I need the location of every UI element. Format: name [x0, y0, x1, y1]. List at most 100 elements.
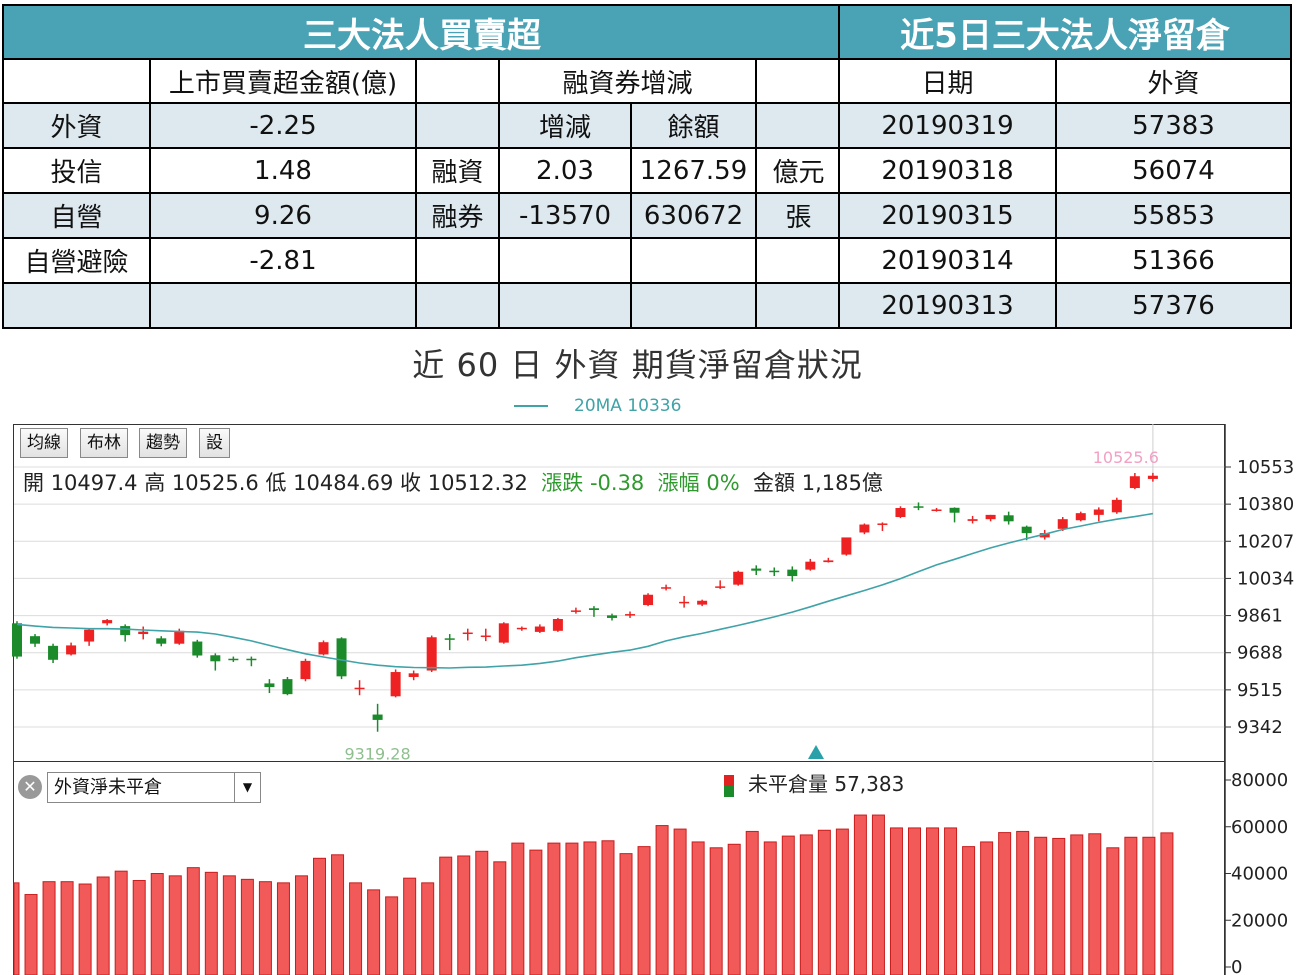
volume-bar — [367, 889, 381, 975]
candle-body — [444, 638, 455, 640]
candle-body — [336, 638, 347, 677]
pct-value: 0% — [706, 471, 740, 495]
volume-bar — [799, 834, 813, 975]
candle-body — [787, 569, 798, 577]
margin-change: 2.03 — [498, 147, 632, 194]
volume-bar — [421, 882, 435, 975]
candle-body — [390, 672, 401, 697]
volume-legend-swatch — [724, 774, 734, 797]
volume-bar — [1070, 834, 1084, 975]
header-margin: 融資券增減 — [498, 58, 757, 104]
row-name: 投信 — [2, 147, 151, 194]
candle-body — [120, 626, 131, 636]
candle-body — [552, 619, 563, 631]
volume-bar — [817, 829, 831, 975]
volume-bar — [186, 867, 200, 975]
volume-bar — [222, 875, 236, 975]
volume-bar — [1088, 833, 1102, 975]
volume-bar — [1106, 847, 1120, 975]
volume-bar — [998, 832, 1012, 975]
candle-body — [516, 627, 527, 630]
candle-body — [228, 658, 239, 661]
volume-tick-label: 80000 — [1231, 770, 1288, 791]
candle-body — [282, 679, 293, 695]
volume-bar — [691, 841, 705, 975]
bollinger-button[interactable]: 布林 — [80, 428, 128, 458]
candle-body — [859, 524, 870, 533]
volume-bar — [240, 878, 254, 975]
candle-body — [1093, 509, 1104, 515]
volume-tick-label: 40000 — [1231, 864, 1288, 885]
volume-bar — [565, 842, 579, 975]
header-foreign: 外資 — [1054, 58, 1293, 104]
candle-body — [625, 614, 636, 616]
volume-bar — [511, 842, 525, 975]
chart-heading: 近 60 日 外資 期貨淨留倉狀況 — [412, 346, 863, 384]
volume-bar — [313, 857, 327, 975]
candle-body — [1147, 475, 1158, 479]
chevron-down-icon[interactable]: ▼ — [234, 773, 260, 802]
settings-button[interactable]: 設 — [199, 428, 230, 458]
candle-body — [318, 642, 329, 655]
volume-bar — [944, 827, 958, 975]
position-foreign: 57376 — [1054, 282, 1293, 329]
price-tick-label: 9861 — [1237, 606, 1283, 627]
open-value: 10497.4 — [50, 471, 138, 495]
trend-button[interactable]: 趨勢 — [139, 428, 187, 458]
ma-legend-label: 20MA 10336 — [574, 396, 682, 416]
row-name: 自營 — [2, 192, 151, 239]
candle-body — [697, 600, 708, 605]
volume-bar — [457, 855, 471, 975]
volume-bar — [150, 873, 164, 975]
position-foreign: 55853 — [1054, 192, 1293, 239]
candle-body — [372, 714, 383, 720]
row-amount: 9.26 — [149, 192, 417, 239]
institutional-table: 三大法人買賣超 上市買賣超金額(億) 融資券增減 外資 -2.25 增減 餘額 … — [2, 4, 842, 329]
candle-body — [1075, 513, 1086, 521]
position-foreign: 57383 — [1054, 102, 1293, 149]
margin-blank — [630, 282, 757, 329]
close-series-icon[interactable]: ✕ — [18, 775, 42, 799]
volume-bar — [853, 814, 867, 975]
volume-bar — [276, 882, 290, 975]
candle-body — [174, 630, 185, 644]
position-date: 20190314 — [838, 237, 1057, 284]
ma-button[interactable]: 均線 — [20, 428, 68, 458]
candle-body — [715, 586, 726, 588]
margin-balance: 1267.59 — [630, 147, 757, 194]
high-annotation: 10525.6 — [1093, 448, 1159, 467]
position-foreign: 51366 — [1054, 237, 1293, 284]
volume-bar — [96, 876, 110, 975]
candle-body — [498, 623, 509, 643]
candle-body — [805, 561, 816, 570]
volume-bar — [1124, 836, 1138, 975]
candle-body — [426, 637, 437, 671]
row-amount: -2.81 — [149, 237, 417, 284]
margin-blank — [755, 237, 842, 284]
candle-body — [588, 608, 599, 610]
candle-body — [300, 660, 311, 680]
volume-bar — [908, 827, 921, 975]
series-select-value: 外資淨未平倉 — [54, 777, 162, 798]
volume-legend-label: 未平倉量 57,383 — [748, 772, 905, 796]
row-name: 外資 — [2, 102, 151, 149]
price-tick-label: 10553 — [1237, 457, 1294, 478]
change-label: 漲跌 — [541, 471, 584, 495]
volume-bar — [980, 841, 994, 975]
candle-body — [967, 519, 978, 521]
candle-body — [606, 615, 617, 618]
volume-bar — [727, 843, 741, 975]
low-annotation: 9319.28 — [345, 745, 411, 764]
series-select[interactable]: 外資淨未平倉 ▼ — [47, 772, 261, 803]
candle-body — [12, 623, 22, 657]
volume-bar — [547, 842, 561, 975]
position-date: 20190313 — [838, 282, 1057, 329]
margin-blank — [415, 237, 500, 284]
price-tick-label: 9342 — [1237, 717, 1283, 738]
candle-body — [84, 629, 95, 642]
candle-body — [30, 636, 41, 644]
volume-bar — [60, 881, 74, 975]
candle-body — [156, 638, 167, 644]
candle-body — [1057, 519, 1068, 529]
